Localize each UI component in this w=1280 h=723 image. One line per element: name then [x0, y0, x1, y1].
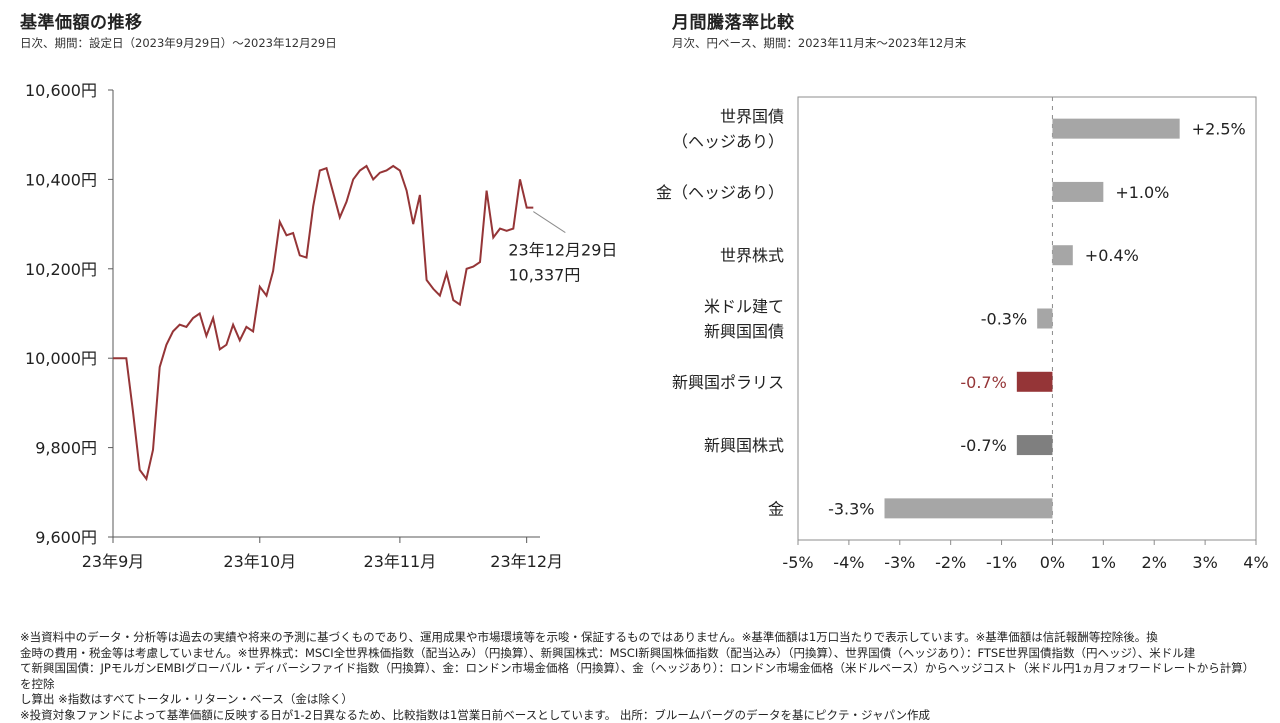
footnotes: ※当資料中のデータ・分析等は過去の実績や将来の予測に基づくものであり、運用成果や…: [20, 630, 1260, 723]
bar: [1052, 119, 1179, 139]
bar: [1017, 435, 1053, 455]
nav-line-series: [113, 166, 533, 479]
x-tick-label: 23年11月: [364, 552, 437, 571]
category-label: 金（ヘッジあり）: [656, 183, 784, 202]
x-tick-label: 23年9月: [82, 552, 145, 571]
bar-value-label: -0.7%: [960, 436, 1006, 455]
bar-value-label: -3.3%: [828, 499, 874, 518]
x-tick-label: 0%: [1040, 553, 1065, 572]
x-tick-label: 4%: [1243, 553, 1268, 572]
category-label: 米ドル建て: [704, 297, 784, 316]
x-tick-label: -3%: [884, 553, 915, 572]
category-label: 金: [768, 499, 784, 518]
category-label: 新興国国債: [704, 322, 784, 341]
category-label: 世界国債: [720, 107, 784, 126]
x-tick-label: 1%: [1091, 553, 1116, 572]
footnote-line: 金時の費用・税金等は考慮していません。※世界株式：MSCI全世界株価指数（配当込…: [20, 646, 1260, 662]
x-tick-label: -1%: [986, 553, 1017, 572]
x-tick-label: 23年12月: [490, 552, 563, 571]
nav-line-chart: 9,600円 9,800円 10,000円 10,200円 10,400円 10,600円…: [0, 0, 640, 600]
bar: [1017, 372, 1053, 392]
category-label: 世界株式: [720, 246, 784, 265]
bar-value-label: +0.4%: [1085, 246, 1139, 265]
callout-value: 10,337円: [508, 266, 580, 285]
y-tick-label: 10,200円: [25, 260, 97, 279]
category-label: 新興国株式: [704, 436, 784, 455]
footnote-line: ※投資対象ファンドによって基準価額に反映する日が1-2日異なるため、比較指数は1…: [20, 708, 1260, 723]
x-tick-label: -4%: [833, 553, 864, 572]
footnote-line: ※当資料中のデータ・分析等は過去の実績や将来の予測に基づくものであり、運用成果や…: [20, 630, 1260, 646]
category-label: 新興国ポラリス: [672, 373, 784, 392]
y-tick-label: 9,800円: [35, 439, 97, 458]
bar-value-label: -0.7%: [960, 373, 1006, 392]
y-tick-label: 10,000円: [25, 349, 97, 368]
callout-date: 23年12月29日: [508, 241, 617, 260]
footnote-line: て新興国国債：JPモルガンEMBIグローバル・ディバーシファイド指数（円換算）、…: [20, 661, 1260, 692]
x-tick-label: -5%: [782, 553, 813, 572]
bar-value-label: -0.3%: [981, 310, 1027, 329]
bar: [885, 498, 1053, 518]
monthly-return-bar-chart: +2.5% +1.0% +0.4% -0.3% -0.7% -0.7% -3.3% -5% -…: [640, 0, 1280, 600]
y-tick-label: 10,400円: [25, 170, 97, 189]
y-tick-label: 9,600円: [35, 528, 97, 547]
x-tick-label: 2%: [1142, 553, 1167, 572]
bar: [1052, 245, 1072, 265]
y-tick-label: 10,600円: [25, 81, 97, 100]
x-tick-label: 3%: [1192, 553, 1217, 572]
bar: [1037, 309, 1052, 329]
x-tick-label: -2%: [935, 553, 966, 572]
bar-value-label: +2.5%: [1192, 120, 1246, 139]
category-label: （ヘッジあり）: [672, 132, 784, 151]
footnote-line: し算出 ※指数はすべてトータル・リターン・ベース（金は除く）: [20, 692, 1260, 708]
bar: [1052, 182, 1103, 202]
callout-leader-line: [533, 212, 565, 233]
x-tick-label: 23年10月: [223, 552, 296, 571]
bar-value-label: +1.0%: [1115, 183, 1169, 202]
